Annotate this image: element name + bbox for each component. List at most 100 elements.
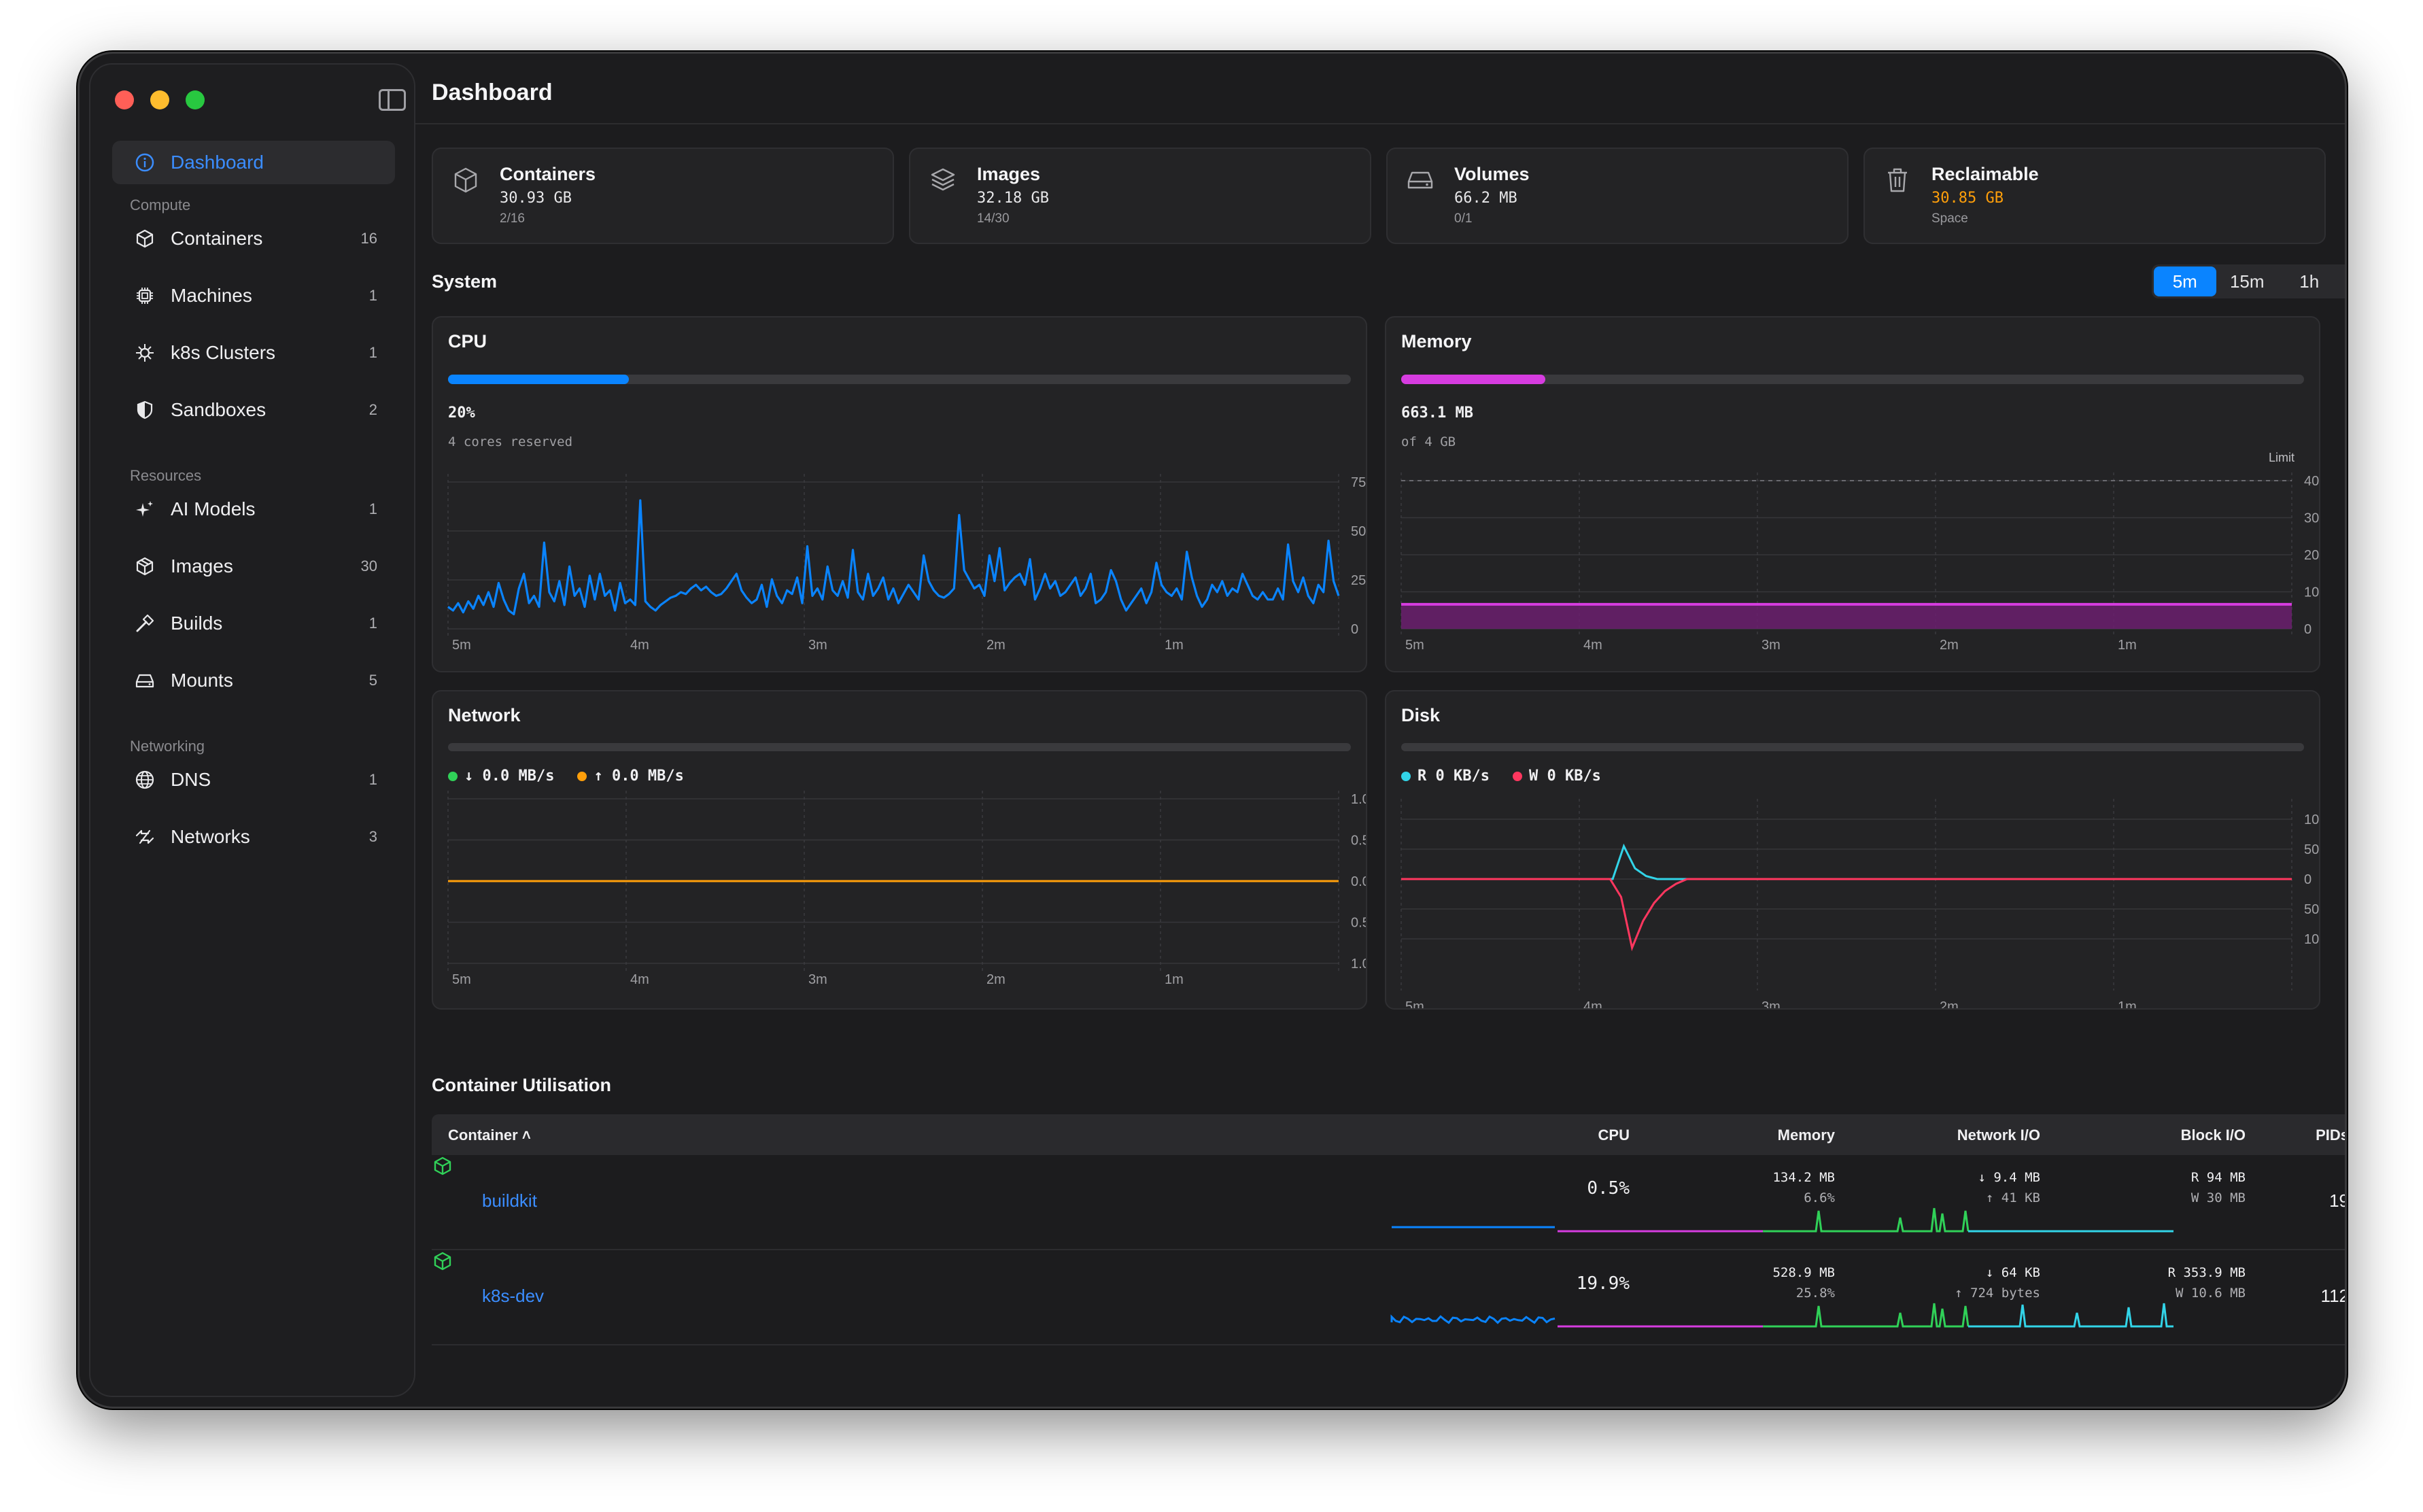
column-header-cpu[interactable]: CPU [1598,1127,1630,1144]
column-header-memory[interactable]: Memory [1777,1127,1835,1144]
sidebar-item-dashboard[interactable]: Dashboard [112,141,395,184]
network-panel: 1.0 0.5 0.0 0.5 1.0 5m 4m 3m 2m 1m Network ↓ 0.0 … [432,690,1367,1010]
stat-card-volumes[interactable]: Volumes 66.2 MB 0/1 [1386,148,1849,244]
y-tick-label: 0.5 [1351,916,1367,931]
column-header-network-io[interactable]: Network I/O [1957,1127,2040,1144]
sidebar-item-count: 2 [368,401,377,418]
legend-up: ↑ 0.0 MB/s [577,768,684,785]
sidebar-item-machines[interactable]: Machines 1 [112,274,395,317]
legend-read: R 0 KB/s [1401,768,1490,785]
column-header-pids[interactable]: PIDs [2316,1127,2347,1144]
y-tick-label: 0 [2304,622,2312,637]
stat-title: Images [977,164,1041,184]
sidebar-item-count: 1 [368,771,377,788]
cpu-sub: 4 cores reserved [448,434,573,449]
shield-icon [131,396,158,424]
sidebar-item-images[interactable]: Images 30 [112,545,395,588]
zoom-window-button[interactable] [186,90,205,109]
sidebar-toggle-icon[interactable] [379,89,406,111]
stat-card-reclaimable[interactable]: Reclaimable 30.85 GB Space [1863,148,2326,244]
x-tick-label: 2m [1940,999,1959,1010]
x-tick-label: 3m [808,638,827,653]
cpu-chart: 75 50 25 0 5m 4m 3m 2m 1m [447,474,1366,653]
cpu-sparkline [1390,1314,1556,1324]
range-tab[interactable]: 5m [2154,267,2216,296]
table-row[interactable]: k8s-dev 19.9% 528.9 MB 25.8% ↓ 64 KB ↑ 7… [432,1250,2345,1345]
stat-sub: 0/1 [1454,211,1473,226]
sidebar-item-k8s-clusters[interactable]: k8s Clusters 1 [112,331,395,375]
sidebar-item-label: k8s Clusters [171,342,276,363]
sidebar-item-count: 16 [360,230,377,247]
x-tick-label: 1m [2118,638,2137,653]
memory-chart: 4000 3000 2000 1000 0 5m 4m 3m 2m 1m Limit [1400,451,2320,653]
trash-icon [1888,168,1907,192]
minimize-window-button[interactable] [150,90,169,109]
row-block-read: R 94 MB [2190,1170,2246,1185]
x-tick-label: 5m [1405,999,1424,1010]
disk-write-line [1401,878,2292,952]
y-tick-label: 0 [2304,872,2312,887]
stat-value: 30.93 GB [500,190,572,207]
main-content: Dashboard Containers 30.93 GB 2/16 Image… [415,54,2345,1407]
close-window-button[interactable] [115,90,134,109]
disk-read-line [1401,843,2292,880]
y-tick-label: 75 [1351,475,1366,490]
sidebar-item-ai-models[interactable]: AI Models 1 [112,487,395,531]
memory-usage-fill [1401,375,1546,384]
y-tick-label: 3000 [2304,511,2320,526]
column-header-container[interactable]: Container ˄ [448,1127,531,1144]
stat-title: Volumes [1454,164,1530,184]
stat-title: Reclaimable [1931,164,2039,184]
x-tick-label: 4m [1583,999,1602,1010]
cpu-value: 20% [448,405,475,422]
sidebar-item-networks[interactable]: Networks 3 [112,815,395,859]
drive-icon [131,667,158,694]
x-tick-label: 3m [1762,638,1781,653]
sidebar-item-sandboxes[interactable]: Sandboxes 2 [112,388,395,432]
sidebar-item-count: 1 [368,500,377,517]
y-tick-label: 1000 [2304,585,2320,600]
info-icon [131,149,158,176]
sidebar-item-label: Sandboxes [171,399,267,420]
system-section-title: System [432,271,498,292]
y-tick-label: 50 [2304,902,2319,917]
container-icon [434,1156,451,1175]
container-name-link[interactable]: buildkit [482,1190,537,1211]
sidebar-item-containers[interactable]: Containers 16 [112,217,395,260]
row-block-read: R 353.9 MB [2167,1265,2246,1280]
sidebar-item-builds[interactable]: Builds 1 [112,602,395,645]
disk-legend: R 0 KB/s W 0 KB/s [1401,768,1601,785]
range-tab[interactable]: 15m [2229,271,2265,292]
sidebar-item-label: Machines [171,285,252,306]
x-tick-label: 5m [452,638,471,653]
stat-value: 32.18 GB [977,190,1049,207]
chevron-up-icon: ˄ [521,1127,531,1144]
container-icon [434,1252,451,1271]
title-divider [415,123,2345,124]
legend-dot [1401,771,1411,781]
memory-area [1401,604,2292,629]
container-name-link[interactable]: k8s-dev [482,1286,545,1306]
sidebar-item-mounts[interactable]: Mounts 5 [112,659,395,702]
memory-sub: of 4 GB [1401,434,1456,449]
stat-card-images[interactable]: Images 32.18 GB 14/30 [909,148,1371,244]
sidebar-item-label: Builds [171,613,223,634]
table-row[interactable]: buildkit 0.5% 134.2 MB 6.6% ↓ 9.4 MB ↑ 4… [432,1155,2345,1250]
sidebar-item-label: Containers [171,228,263,249]
disk-chart: 5m 4m 3m 2m 1m 100 50 0 50 100 [1400,799,2319,1010]
stat-value: 30.85 GB [1931,190,2004,207]
panel-title: Network [448,705,521,725]
y-tick-label: 2000 [2304,548,2320,563]
range-tab[interactable]: 24h [2341,267,2345,296]
x-tick-label: 4m [1583,638,1602,653]
column-header-block-io[interactable]: Block I/O [2180,1127,2246,1144]
hammer-icon [131,610,158,637]
panel-title: Memory [1401,331,1472,351]
stat-card-containers[interactable]: Containers 30.93 GB 2/16 [432,148,894,244]
x-tick-label: 2m [986,638,1006,653]
range-tab[interactable]: 1h [2299,271,2320,292]
row-memory: 134.2 MB [1772,1170,1835,1185]
sidebar-item-dns[interactable]: DNS 1 [112,758,395,802]
memory-usage-bar [1401,375,2304,384]
y-tick-label: 1.0 [1351,792,1367,807]
